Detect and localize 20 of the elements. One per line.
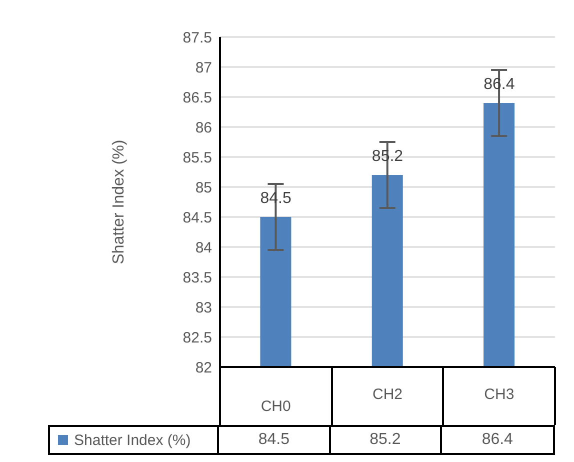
y-tick-label: 84.5	[182, 209, 212, 226]
y-tick-label: 87.5	[182, 29, 212, 46]
y-axis-title: Shatter Index (%)	[110, 140, 128, 264]
data-label: 86.4	[480, 430, 514, 450]
x-tick-label: CH3	[484, 386, 514, 403]
y-tick-label: 86.5	[182, 89, 212, 106]
y-tick-label: 82	[195, 359, 212, 376]
y-tick-label: 85	[195, 179, 212, 196]
data-label: 85.2	[330, 427, 442, 453]
y-tick-label: 83	[195, 299, 212, 316]
y-tick-label: 87	[195, 59, 212, 76]
y-tick-label: 82.5	[182, 329, 212, 346]
y-tick-label: 85.5	[182, 149, 212, 166]
x-tick-label: CH0	[260, 398, 291, 415]
data-label: 84.5	[219, 427, 331, 453]
legend-label: Shatter Index (%)	[74, 432, 191, 448]
y-tick-label: 86	[195, 119, 212, 136]
y-tick-label: 83.5	[182, 269, 212, 286]
y-tick-label: 84	[195, 239, 212, 256]
x-tick-label: CH2	[372, 386, 403, 403]
